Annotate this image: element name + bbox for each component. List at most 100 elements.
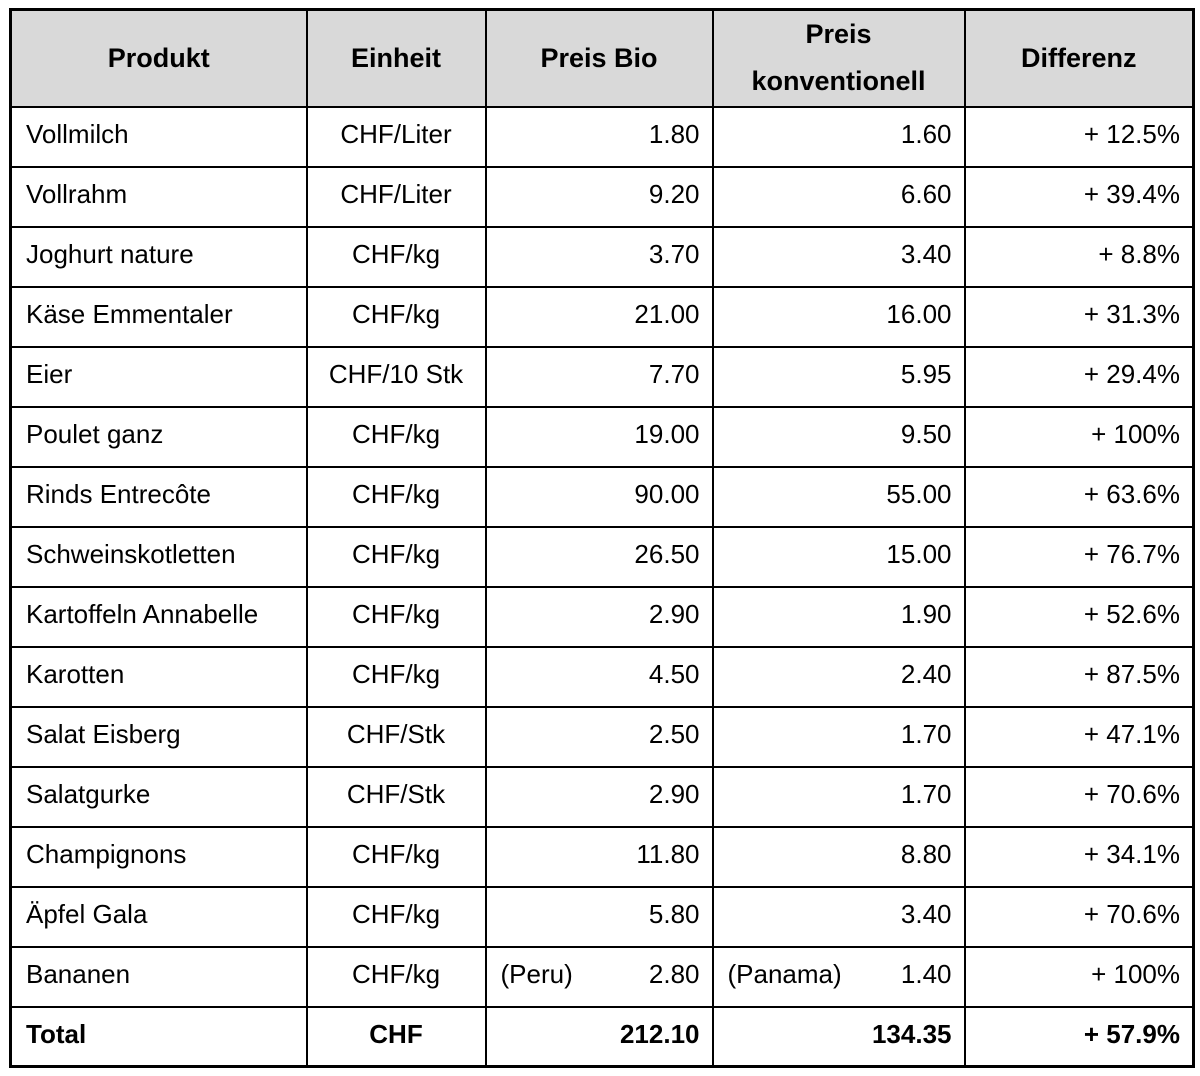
column-header-preis-konventionell: Preis konventionell: [711, 8, 966, 108]
cell-einheit: CHF/kg: [305, 525, 487, 588]
cell-produkt: Champignons: [9, 825, 308, 888]
cell-differenz: + 63.6%: [963, 465, 1195, 528]
cell-preis-bio: 5.80: [484, 885, 714, 948]
cell-preis-konventionell: 16.00: [711, 285, 966, 348]
cell-preis-konventionell: 55.00: [711, 465, 966, 528]
cell-einheit: CHF/kg: [305, 885, 487, 948]
cell-einheit: CHF/kg: [305, 405, 487, 468]
cell-preis-bio-split: (Peru) 2.80: [501, 959, 700, 990]
cell-differenz: + 39.4%: [963, 165, 1195, 228]
cell-einheit: CHF/Stk: [305, 705, 487, 768]
table-header: Produkt Einheit Preis Bio Preis konventione…: [9, 8, 1195, 108]
cell-differenz: + 31.3%: [963, 285, 1195, 348]
cell-preis-bio: 11.80: [484, 825, 714, 888]
cell-preis-konventionell: 5.95: [711, 345, 966, 408]
cell-produkt: Käse Emmentaler: [9, 285, 308, 348]
column-header-preis-bio: Preis Bio: [484, 8, 714, 108]
table-row: Rinds Entrecôte CHF/kg 90.00 55.00 + 63.6%: [9, 465, 1195, 528]
table-header-row: Produkt Einheit Preis Bio Preis konventione…: [9, 8, 1195, 108]
cell-einheit: CHF/kg: [305, 465, 487, 528]
table-row: Salat Eisberg CHF/Stk 2.50 1.70 + 47.1%: [9, 705, 1195, 768]
cell-preis-konventionell: 3.40: [711, 225, 966, 288]
cell-einheit: CHF/Liter: [305, 105, 487, 168]
cell-preis-bio: 212.10: [484, 1005, 714, 1068]
cell-produkt: Joghurt nature: [9, 225, 308, 288]
cell-produkt: Schweinskotletten: [9, 525, 308, 588]
cell-preis-konventionell: 9.50: [711, 405, 966, 468]
table-row: Kartoffeln Annabelle CHF/kg 2.90 1.90 + 52.6…: [9, 585, 1195, 648]
cell-differenz: + 70.6%: [963, 765, 1195, 828]
cell-preis-bio: 9.20: [484, 165, 714, 228]
cell-produkt: Karotten: [9, 645, 308, 708]
cell-preis-bio: 1.80: [484, 105, 714, 168]
cell-produkt: Vollrahm: [9, 165, 308, 228]
cell-differenz: + 34.1%: [963, 825, 1195, 888]
cell-einheit: CHF/kg: [305, 225, 487, 288]
origin-note: (Panama): [727, 959, 842, 989]
cell-preis-konventionell: 134.35: [711, 1005, 966, 1068]
cell-preis-konventionell: 2.40: [711, 645, 966, 708]
cell-preis-bio: 26.50: [484, 525, 714, 588]
table-body: Vollmilch CHF/Liter 1.80 1.60 + 12.5% Vollrah…: [9, 105, 1195, 1068]
table-row: Vollmilch CHF/Liter 1.80 1.60 + 12.5%: [9, 105, 1195, 168]
cell-einheit: CHF/kg: [305, 825, 487, 888]
cell-preis-konventionell: 15.00: [711, 525, 966, 588]
price-value: 1.40: [900, 959, 952, 989]
cell-preis-konventionell: 8.80: [711, 825, 966, 888]
cell-preis-konventionell: 1.60: [711, 105, 966, 168]
cell-produkt: Äpfel Gala: [9, 885, 308, 948]
cell-einheit: CHF/kg: [305, 645, 487, 708]
cell-preis-konventionell: 1.70: [711, 705, 966, 768]
cell-preis-bio: 3.70: [484, 225, 714, 288]
cell-differenz: + 12.5%: [963, 105, 1195, 168]
cell-differenz: + 8.8%: [963, 225, 1195, 288]
cell-differenz: + 100%: [963, 945, 1195, 1008]
cell-preis-bio: 4.50: [484, 645, 714, 708]
cell-preis-bio: 19.00: [484, 405, 714, 468]
cell-preis-bio: 90.00: [484, 465, 714, 528]
table-row: Eier CHF/10 Stk 7.70 5.95 + 29.4%: [9, 345, 1195, 408]
cell-preis-bio: 2.90: [484, 765, 714, 828]
cell-preis-konventionell-split: (Panama) 1.40: [728, 959, 952, 990]
table-row: Käse Emmentaler CHF/kg 21.00 16.00 + 31.3%: [9, 285, 1195, 348]
column-header-differenz: Differenz: [963, 8, 1195, 108]
cell-produkt: Rinds Entrecôte: [9, 465, 308, 528]
cell-einheit: CHF/10 Stk: [305, 345, 487, 408]
cell-differenz: + 29.4%: [963, 345, 1195, 408]
cell-produkt: Vollmilch: [9, 105, 308, 168]
table-row: Bananen CHF/kg (Peru) 2.80 (Panama) 1.40 + 100…: [9, 945, 1195, 1008]
table-row: Poulet ganz CHF/kg 19.00 9.50 + 100%: [9, 405, 1195, 468]
price-comparison-table: Produkt Einheit Preis Bio Preis konventione…: [9, 8, 1195, 1068]
price-value: 2.80: [648, 959, 700, 989]
cell-einheit: CHF/kg: [305, 585, 487, 648]
cell-differenz: + 47.1%: [963, 705, 1195, 768]
column-header-produkt: Produkt: [9, 8, 308, 108]
cell-preis-bio: (Peru) 2.80: [484, 945, 714, 1008]
cell-differenz: + 87.5%: [963, 645, 1195, 708]
cell-preis-konventionell: 6.60: [711, 165, 966, 228]
origin-note: (Peru): [500, 959, 573, 989]
table-row: Champignons CHF/kg 11.80 8.80 + 34.1%: [9, 825, 1195, 888]
cell-einheit: CHF: [305, 1005, 487, 1068]
cell-produkt: Kartoffeln Annabelle: [9, 585, 308, 648]
cell-differenz: + 100%: [963, 405, 1195, 468]
cell-einheit: CHF/kg: [305, 945, 487, 1008]
cell-preis-bio: 2.90: [484, 585, 714, 648]
cell-produkt: Eier: [9, 345, 308, 408]
cell-differenz: + 52.6%: [963, 585, 1195, 648]
total-row: Total CHF 212.10 134.35 + 57.9%: [9, 1005, 1195, 1068]
cell-produkt: Poulet ganz: [9, 405, 308, 468]
cell-differenz: + 76.7%: [963, 525, 1195, 588]
table-row: Äpfel Gala CHF/kg 5.80 3.40 + 70.6%: [9, 885, 1195, 948]
cell-produkt: Salat Eisberg: [9, 705, 308, 768]
cell-differenz: + 70.6%: [963, 885, 1195, 948]
table-row: Schweinskotletten CHF/kg 26.50 15.00 + 76.7%: [9, 525, 1195, 588]
cell-differenz: + 57.9%: [963, 1005, 1195, 1068]
column-header-einheit: Einheit: [305, 8, 487, 108]
cell-produkt: Bananen: [9, 945, 308, 1008]
cell-preis-konventionell: 1.90: [711, 585, 966, 648]
table-row: Vollrahm CHF/Liter 9.20 6.60 + 39.4%: [9, 165, 1195, 228]
cell-preis-bio: 2.50: [484, 705, 714, 768]
cell-produkt: Salatgurke: [9, 765, 308, 828]
